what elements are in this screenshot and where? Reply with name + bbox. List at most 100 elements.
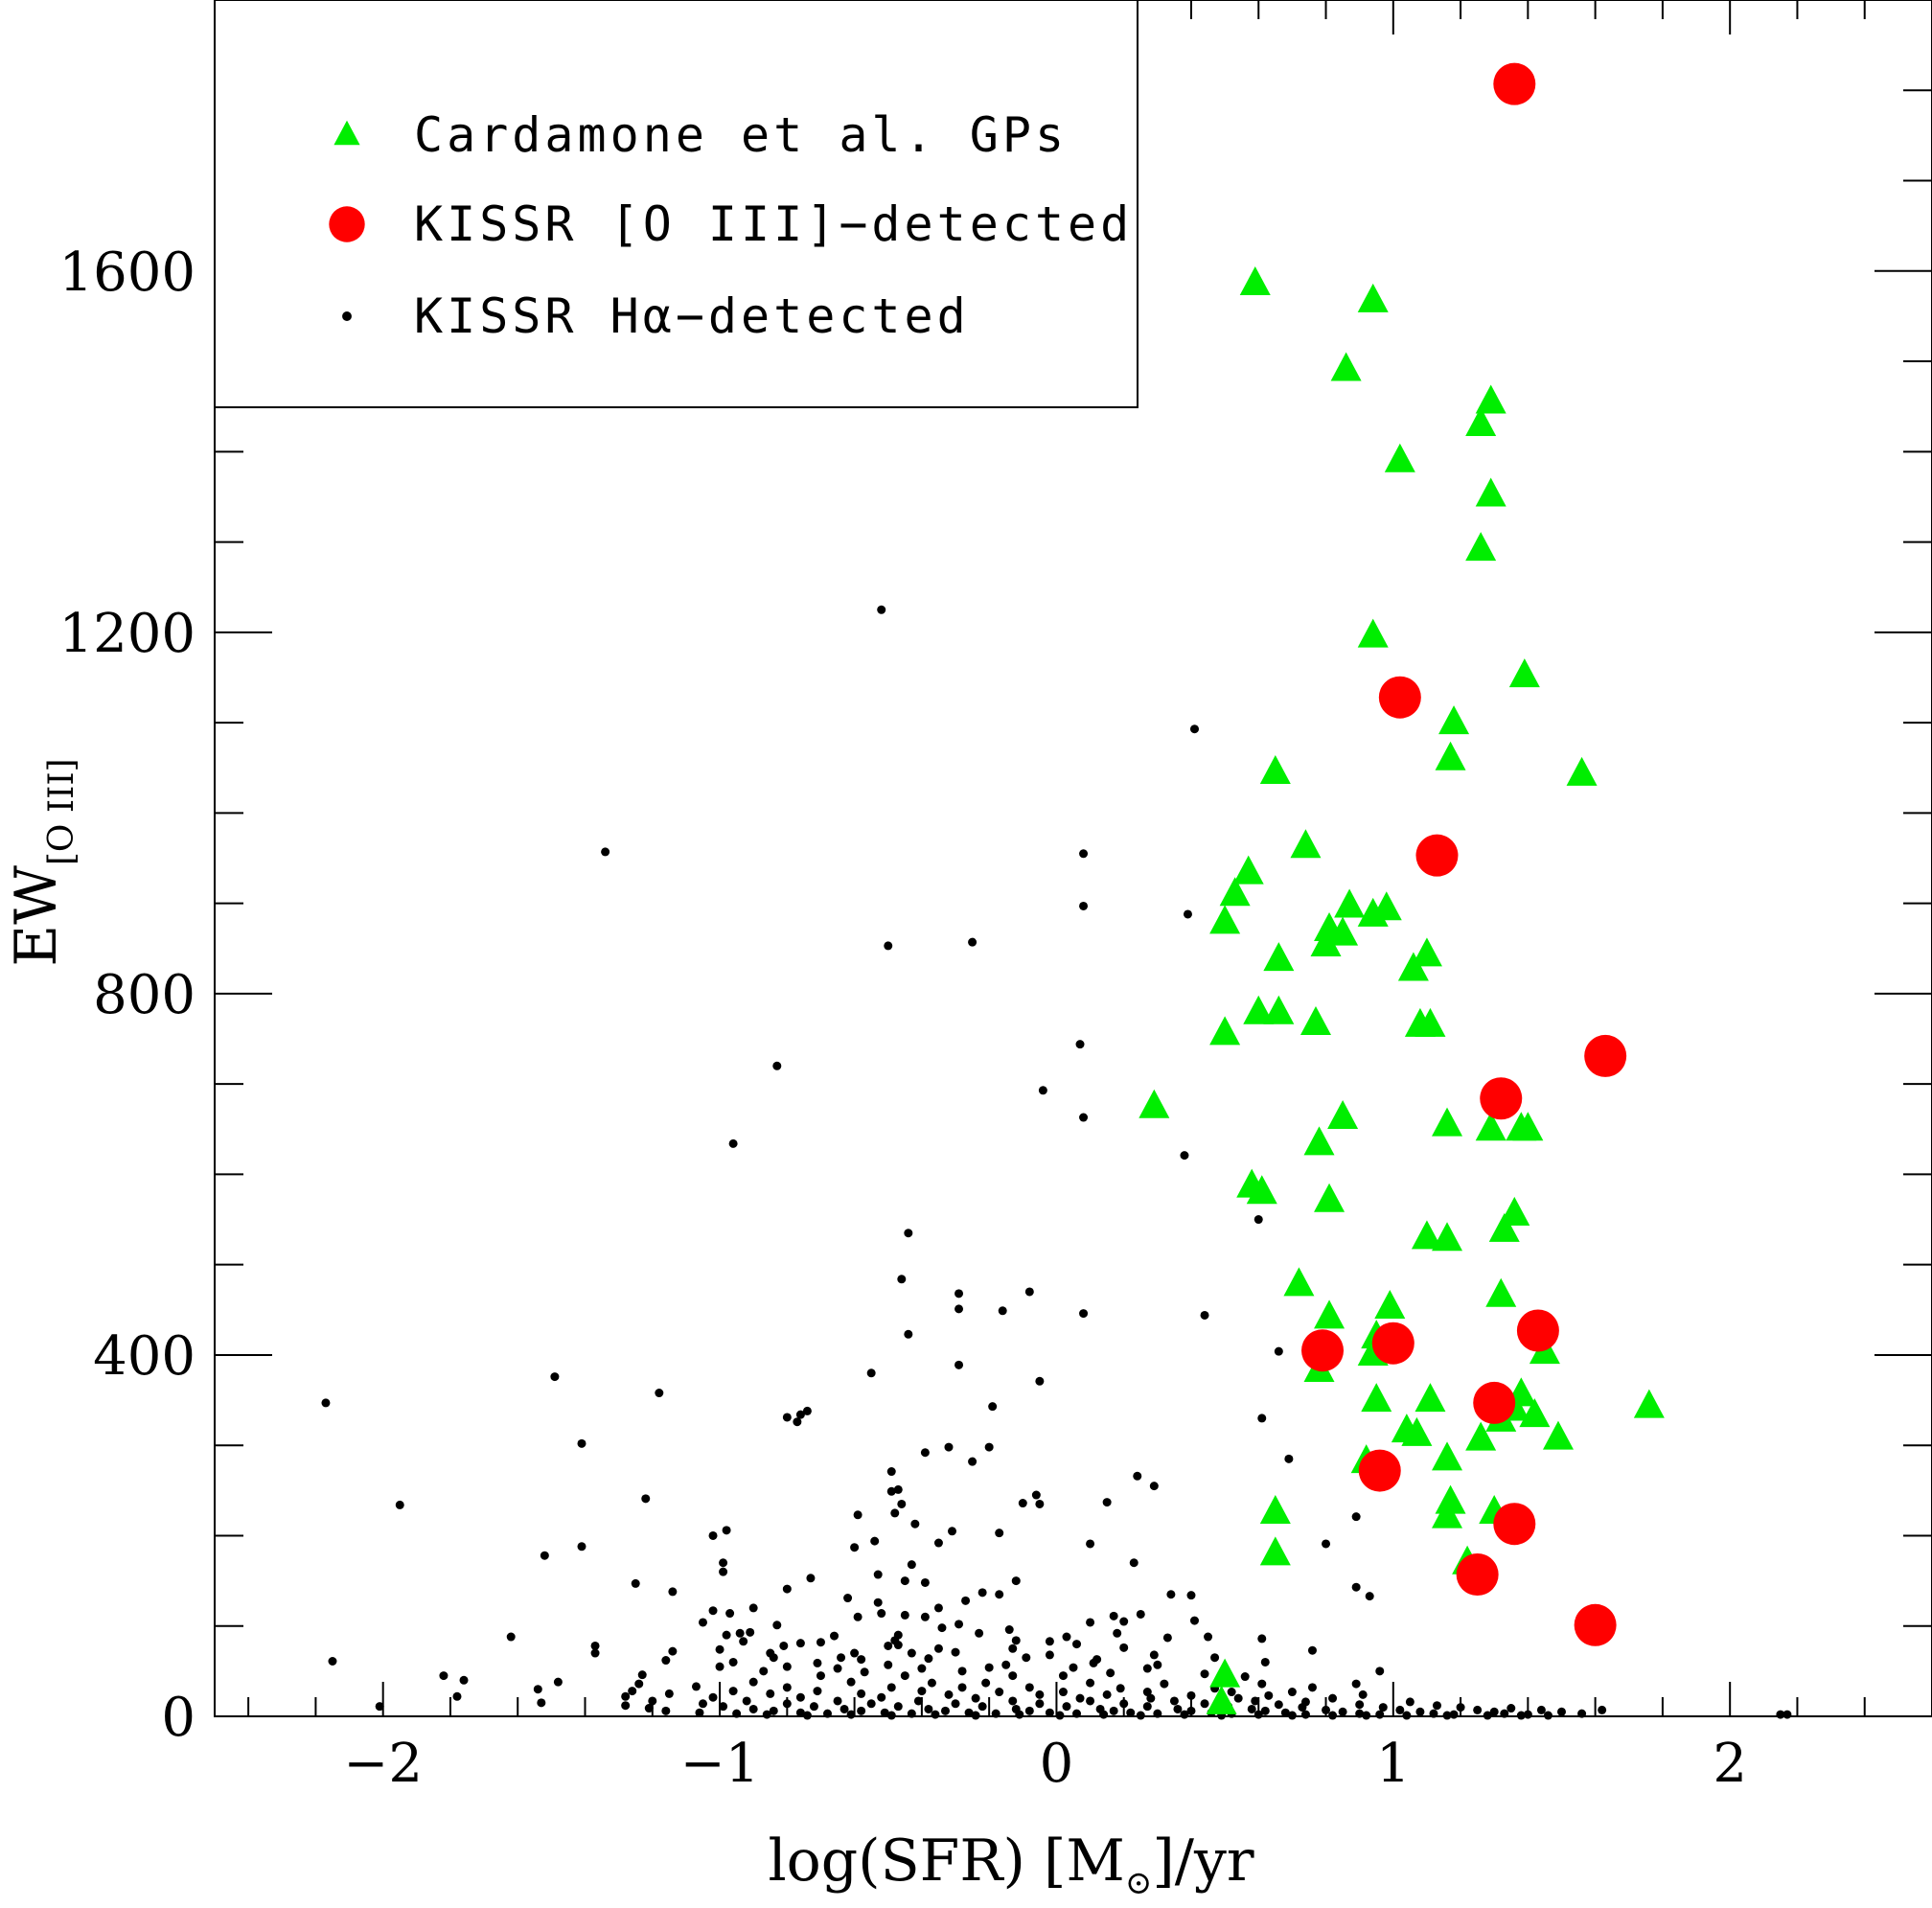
halpha-point xyxy=(1415,1707,1425,1716)
gp-point xyxy=(1357,283,1389,312)
halpha-point xyxy=(944,1690,954,1699)
halpha-point xyxy=(621,1701,631,1711)
halpha-point xyxy=(857,1706,866,1715)
halpha-point xyxy=(954,1620,964,1629)
halpha-point xyxy=(1119,1643,1129,1652)
y-tick-label: 1600 xyxy=(58,241,196,304)
halpha-point xyxy=(655,1389,664,1398)
halpha-point xyxy=(917,1687,927,1696)
halpha-point xyxy=(1035,1690,1045,1699)
halpha-point xyxy=(1200,1669,1209,1679)
halpha-point xyxy=(853,1612,862,1621)
halpha-point xyxy=(1456,1703,1465,1713)
halpha-point xyxy=(948,1527,957,1536)
halpha-point xyxy=(904,1229,913,1238)
halpha-point xyxy=(1180,1710,1189,1719)
halpha-point xyxy=(984,1442,994,1452)
halpha-point xyxy=(984,1663,994,1672)
halpha-point xyxy=(1200,1699,1209,1709)
gp-point xyxy=(1243,995,1275,1024)
halpha-point xyxy=(1166,1590,1176,1599)
halpha-point xyxy=(846,1677,856,1687)
halpha-point xyxy=(971,1693,980,1703)
gp-point xyxy=(1519,1398,1551,1428)
halpha-point xyxy=(1129,1558,1138,1568)
y-axis-label: EW[O III] xyxy=(3,758,81,966)
halpha-point xyxy=(459,1675,469,1685)
halpha-point xyxy=(1254,1710,1263,1719)
halpha-point xyxy=(802,1406,812,1415)
halpha-point xyxy=(1018,1499,1027,1508)
halpha-point xyxy=(853,1510,862,1520)
halpha-point xyxy=(1210,1653,1220,1663)
halpha-point xyxy=(957,1667,967,1676)
halpha-point xyxy=(833,1696,842,1706)
oiii-point xyxy=(1480,1077,1523,1120)
halpha-point xyxy=(722,1630,731,1640)
halpha-point xyxy=(1173,1704,1183,1713)
oiii-point xyxy=(1378,676,1421,719)
halpha-point xyxy=(904,1329,913,1339)
halpha-point xyxy=(833,1664,842,1673)
halpha-point xyxy=(452,1691,462,1701)
halpha-point xyxy=(1075,1040,1085,1049)
halpha-point xyxy=(1556,1707,1566,1716)
halpha-point xyxy=(1257,1679,1267,1689)
axis-labels: log(SFR) [M⊙]/yr EW[O III] xyxy=(3,758,1254,1902)
gp-point xyxy=(1438,705,1470,735)
gp-point xyxy=(1290,829,1322,859)
gp-point xyxy=(1209,905,1241,934)
gp-point xyxy=(1219,877,1251,907)
halpha-point xyxy=(850,1543,860,1552)
halpha-point xyxy=(631,1578,640,1588)
halpha-point xyxy=(725,1609,735,1619)
halpha-point xyxy=(708,1692,718,1702)
halpha-point xyxy=(975,1628,984,1638)
halpha-point xyxy=(1008,1644,1018,1653)
halpha-point xyxy=(910,1519,920,1529)
halpha-point xyxy=(816,1638,825,1647)
halpha-point xyxy=(1233,1693,1243,1703)
halpha-point xyxy=(1024,1706,1034,1715)
legend-label: KISSR [O III]−detected xyxy=(414,196,1133,252)
oiii-point xyxy=(1473,1381,1516,1424)
halpha-point xyxy=(1035,1376,1045,1386)
halpha-point xyxy=(954,1360,964,1369)
halpha-point xyxy=(1079,1113,1089,1122)
halpha-point xyxy=(1024,1683,1034,1692)
halpha-point xyxy=(1045,1708,1054,1717)
halpha-point xyxy=(900,1610,909,1620)
halpha-point xyxy=(1149,1650,1159,1660)
halpha-point xyxy=(924,1704,933,1713)
gp-point xyxy=(1361,1383,1392,1413)
halpha-point xyxy=(957,1683,967,1692)
halpha-point xyxy=(1126,1708,1136,1717)
halpha-point xyxy=(668,1587,678,1597)
oiii-point xyxy=(1574,1603,1617,1646)
halpha-point xyxy=(1186,1706,1196,1715)
halpha-point xyxy=(1001,1660,1011,1669)
gp-point xyxy=(1475,384,1506,414)
gp-point xyxy=(1303,1126,1335,1156)
gp-point xyxy=(1283,1267,1315,1297)
halpha-point xyxy=(886,1467,896,1477)
gp-point xyxy=(1512,1112,1544,1141)
halpha-point xyxy=(806,1574,816,1583)
halpha-point xyxy=(1432,1701,1441,1711)
oiii-point xyxy=(1493,1503,1536,1546)
halpha-point xyxy=(728,1138,738,1148)
x-tick-label: 1 xyxy=(1376,1733,1411,1795)
halpha-point xyxy=(1106,1668,1116,1678)
gp-point xyxy=(1465,532,1497,562)
halpha-point xyxy=(1072,1640,1082,1649)
gp-point xyxy=(1432,1441,1463,1471)
halpha-point xyxy=(719,1567,728,1576)
halpha-point xyxy=(1035,1699,1045,1709)
gp-point xyxy=(1508,658,1540,688)
gp-point xyxy=(1327,1100,1359,1130)
legend: Cardamone et al. GPs KISSR [O III]−detect… xyxy=(214,0,1138,408)
halpha-point xyxy=(1280,1708,1290,1717)
halpha-point xyxy=(961,1596,971,1605)
axis-ticks: −2 −1 0 1 2 0 400 800 1200 1600 xyxy=(58,0,1932,1795)
halpha-point xyxy=(748,1603,758,1613)
